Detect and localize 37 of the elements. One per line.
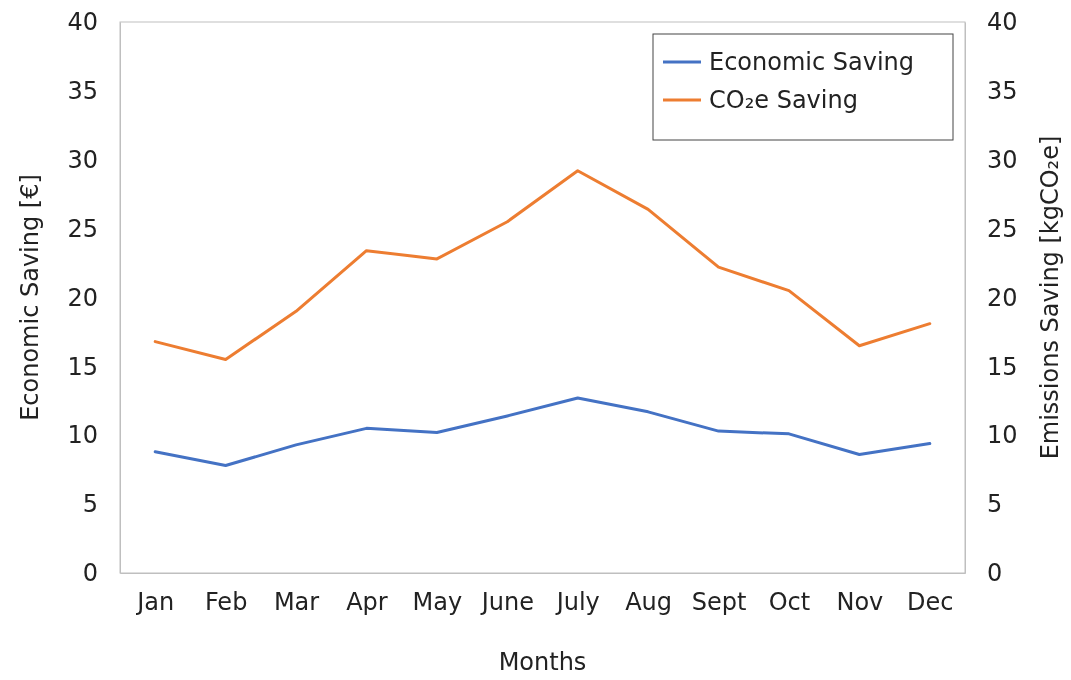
x-tick-label: July bbox=[554, 588, 600, 617]
y-tick-label: 10 bbox=[67, 421, 98, 450]
y-tick-label: 35 bbox=[67, 77, 98, 106]
y2-tick-label: 35 bbox=[987, 77, 1018, 106]
y-tick-label: 30 bbox=[67, 145, 98, 174]
x-tick-label: Apr bbox=[346, 588, 388, 617]
y-tick-label: 15 bbox=[67, 352, 98, 381]
x-tick-label: Feb bbox=[204, 588, 248, 617]
x-tick-label: May bbox=[412, 588, 463, 617]
y2-tick-label: 10 bbox=[987, 421, 1018, 450]
y2-tick-label: 20 bbox=[987, 283, 1018, 312]
x-axis-title: Months bbox=[498, 648, 587, 676]
y2-tick-label: 0 bbox=[987, 559, 1003, 588]
line-series bbox=[153, 396, 932, 468]
x-tick-label: June bbox=[479, 588, 534, 617]
x-tick-label: Jan bbox=[135, 588, 175, 617]
legend-label: Economic Saving bbox=[709, 48, 915, 77]
line-series bbox=[153, 169, 932, 361]
y2-tick-label: 5 bbox=[987, 490, 1003, 519]
y-tick-label: 25 bbox=[67, 214, 98, 243]
y2-tick-label: 30 bbox=[987, 145, 1018, 174]
y2-axis-title: Emissions Saving [kgCO₂e] bbox=[1036, 135, 1064, 460]
y-tick-label: 40 bbox=[67, 8, 98, 37]
x-tick-label: Dec bbox=[907, 588, 954, 617]
y2-tick-label: 40 bbox=[987, 8, 1018, 37]
x-tick-label: Mar bbox=[273, 588, 320, 617]
x-tick-label: Nov bbox=[836, 588, 884, 617]
y-tick-label: 5 bbox=[82, 490, 98, 519]
y-axis-title: Economic Saving [€] bbox=[16, 174, 44, 421]
y2-tick-label: 25 bbox=[987, 214, 1018, 243]
x-tick-label: Aug bbox=[625, 588, 673, 617]
x-tick-label: Sept bbox=[691, 588, 747, 617]
x-tick-label: Oct bbox=[768, 588, 811, 617]
legend-label: CO₂e Saving bbox=[709, 86, 858, 115]
y2-tick-label: 15 bbox=[987, 352, 1018, 381]
y-tick-label: 0 bbox=[82, 559, 98, 588]
y-tick-label: 20 bbox=[67, 283, 98, 312]
